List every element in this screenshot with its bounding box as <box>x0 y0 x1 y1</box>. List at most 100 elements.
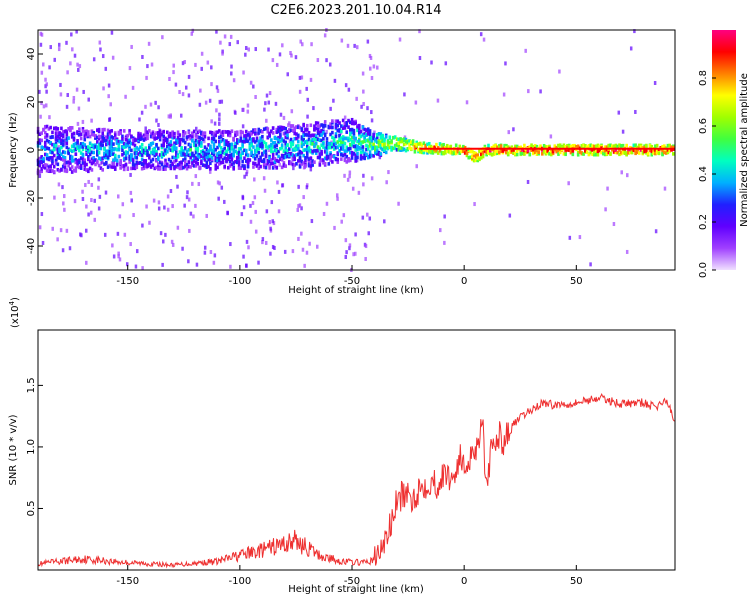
spectrogram-cell <box>282 126 286 130</box>
spectrogram-cell <box>375 135 379 140</box>
spectrogram-cell <box>74 141 78 146</box>
spectrogram-x-tick-label: 0 <box>461 276 467 287</box>
spectrogram-cell <box>92 145 96 150</box>
spectrogram-cell <box>65 160 69 165</box>
spectrogram-cell <box>392 146 395 151</box>
spectrogram-cell <box>158 167 162 171</box>
spectrogram-cell <box>200 159 203 163</box>
spectrogram-cell <box>273 164 277 168</box>
spectrogram-cell <box>191 138 194 143</box>
spectrogram-cell <box>271 156 275 160</box>
spectrogram-cell <box>52 143 56 148</box>
spectrogram-cell <box>567 144 571 149</box>
spectrogram-noise-cell <box>40 32 44 37</box>
spectrogram-cell <box>169 131 173 136</box>
spectrogram-cell <box>320 149 323 154</box>
spectrogram-cell <box>316 121 320 126</box>
spectrogram-cell <box>261 139 264 144</box>
spectrogram-cell <box>397 137 401 142</box>
spectrogram-cell <box>97 163 101 168</box>
spectrogram-cell <box>155 158 158 163</box>
spectrogram-noise-cell <box>210 82 213 87</box>
spectrogram-noise-cell <box>620 170 623 175</box>
spectrogram-cell <box>225 142 228 147</box>
spectrogram-cell <box>440 144 444 148</box>
spectrogram-cell <box>271 161 275 166</box>
spectrogram-noise-cell <box>218 117 221 122</box>
colorbar-tick-label: 0.8 <box>698 70 709 86</box>
spectrogram-noise-cell <box>325 129 328 134</box>
spectrogram-noise-cell <box>344 238 348 243</box>
spectrogram-cell <box>76 161 79 166</box>
spectrogram-noise-cell <box>62 201 65 206</box>
spectrogram-noise-cell <box>183 60 186 65</box>
spectrogram-cell <box>117 142 121 147</box>
spectrogram-cell <box>85 132 88 136</box>
spectrogram-cell <box>607 143 611 148</box>
spectrogram-cell <box>218 135 221 140</box>
spectrogram-noise-cell <box>230 71 233 76</box>
spectrogram-noise-cell <box>84 183 87 188</box>
spectrogram-noise-cell <box>162 239 165 244</box>
spectrogram-cell <box>191 161 194 165</box>
spectrogram-cell <box>309 161 313 165</box>
spectrogram-cell <box>277 154 280 159</box>
spectrogram-cell <box>61 139 65 143</box>
spectrogram-cell <box>142 136 146 140</box>
spectrogram-cell <box>383 142 386 147</box>
spectrogram-noise-cell <box>243 174 246 179</box>
spectrogram-cell <box>135 151 139 155</box>
spectrogram-cell <box>284 131 288 135</box>
spectrogram-cell <box>350 150 354 155</box>
spectrogram-cell <box>223 130 227 134</box>
spectrogram-noise-cell <box>124 94 127 99</box>
spectrogram-cell <box>221 137 225 142</box>
spectrogram-cell <box>139 150 142 155</box>
spectrogram-cell <box>88 134 92 139</box>
spectrogram-cell <box>384 150 388 155</box>
spectrogram-noise-cell <box>187 197 191 202</box>
snr-y-multiplier: (x104) <box>8 297 21 328</box>
spectrogram-noise-cell <box>59 92 63 97</box>
spectrogram-cell <box>558 150 562 155</box>
spectrogram-cell <box>632 148 636 152</box>
spectrogram-cell <box>54 158 58 163</box>
spectrogram-cell <box>444 145 447 150</box>
spectrogram-cell <box>165 140 169 145</box>
spectrogram-cell <box>128 147 131 152</box>
spectrogram-noise-cell <box>45 82 49 87</box>
spectrogram-cell <box>268 156 271 160</box>
spectrogram-cell <box>144 151 148 156</box>
spectrogram-cell <box>210 156 214 160</box>
spectrogram-cell <box>176 138 180 143</box>
spectrogram-cell <box>173 147 176 151</box>
spectrogram-cell <box>210 136 214 141</box>
spectrogram-noise-cell <box>215 85 219 90</box>
spectrogram-noise-cell <box>312 106 315 111</box>
spectrogram-cell <box>372 142 375 147</box>
spectrogram-noise-cell <box>418 56 422 61</box>
spectrogram-cell <box>411 139 415 143</box>
spectrogram-cell <box>200 136 203 141</box>
spectrogram-noise-cell <box>116 231 120 236</box>
spectrogram-cell <box>277 159 280 164</box>
spectrogram-noise-cell <box>333 78 337 83</box>
spectrogram-noise-cell <box>45 89 48 94</box>
spectrogram-noise-cell <box>129 172 132 177</box>
spectrogram-cell <box>149 134 153 139</box>
spectrogram-cell <box>40 155 43 159</box>
spectrogram-cell <box>453 151 456 156</box>
spectrogram-cell <box>65 169 69 174</box>
spectrogram-cell <box>47 146 51 151</box>
spectrogram-noise-cell <box>346 43 350 48</box>
spectrogram-cell <box>61 142 65 147</box>
spectrogram-cell <box>266 135 270 140</box>
spectrogram-cell <box>264 163 268 167</box>
spectrogram-cell <box>329 153 332 157</box>
spectrogram-cell <box>214 158 218 163</box>
spectrogram-cell <box>619 150 623 155</box>
spectrogram-cell <box>465 151 469 155</box>
spectrogram-cell <box>234 159 237 164</box>
spectrogram-cell <box>672 145 675 150</box>
